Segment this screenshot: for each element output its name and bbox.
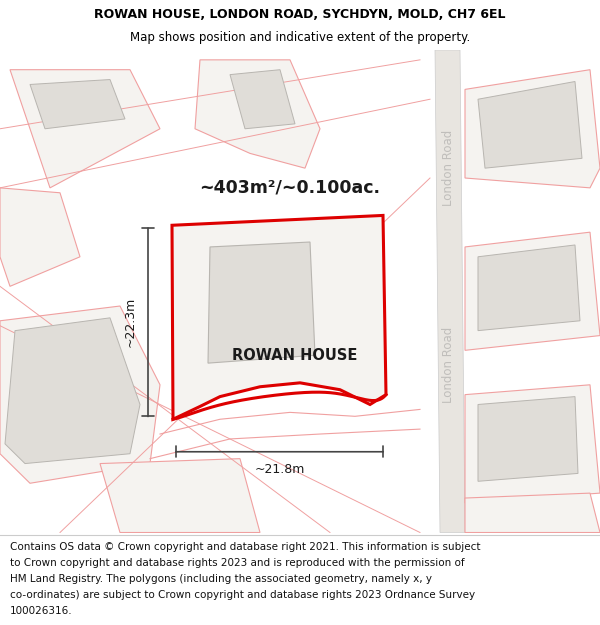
Text: Contains OS data © Crown copyright and database right 2021. This information is : Contains OS data © Crown copyright and d… bbox=[10, 542, 481, 552]
Text: Map shows position and indicative extent of the property.: Map shows position and indicative extent… bbox=[130, 31, 470, 44]
Polygon shape bbox=[172, 216, 386, 419]
Polygon shape bbox=[465, 232, 600, 351]
Text: HM Land Registry. The polygons (including the associated geometry, namely x, y: HM Land Registry. The polygons (includin… bbox=[10, 574, 432, 584]
Polygon shape bbox=[465, 493, 600, 532]
Polygon shape bbox=[478, 245, 580, 331]
Polygon shape bbox=[208, 242, 315, 363]
Text: ROWAN HOUSE, LONDON ROAD, SYCHDYN, MOLD, CH7 6EL: ROWAN HOUSE, LONDON ROAD, SYCHDYN, MOLD,… bbox=[94, 8, 506, 21]
Text: to Crown copyright and database rights 2023 and is reproduced with the permissio: to Crown copyright and database rights 2… bbox=[10, 558, 465, 568]
Text: ROWAN HOUSE: ROWAN HOUSE bbox=[232, 348, 358, 362]
Polygon shape bbox=[0, 188, 80, 286]
Polygon shape bbox=[478, 81, 582, 168]
Polygon shape bbox=[5, 318, 140, 464]
Polygon shape bbox=[478, 397, 578, 481]
Polygon shape bbox=[0, 306, 160, 483]
Text: 100026316.: 100026316. bbox=[10, 606, 73, 616]
Polygon shape bbox=[100, 459, 260, 532]
Polygon shape bbox=[10, 70, 160, 188]
Text: ~22.3m: ~22.3m bbox=[124, 297, 137, 348]
Text: London Road: London Road bbox=[442, 327, 455, 403]
Polygon shape bbox=[230, 70, 295, 129]
Text: co-ordinates) are subject to Crown copyright and database rights 2023 Ordnance S: co-ordinates) are subject to Crown copyr… bbox=[10, 590, 475, 600]
Polygon shape bbox=[195, 60, 320, 168]
Polygon shape bbox=[465, 385, 600, 503]
Polygon shape bbox=[30, 79, 125, 129]
Text: ~403m²/~0.100ac.: ~403m²/~0.100ac. bbox=[199, 179, 380, 197]
Polygon shape bbox=[465, 70, 600, 188]
Text: London Road: London Road bbox=[442, 130, 455, 206]
Polygon shape bbox=[435, 50, 465, 532]
Text: ~21.8m: ~21.8m bbox=[254, 463, 305, 476]
